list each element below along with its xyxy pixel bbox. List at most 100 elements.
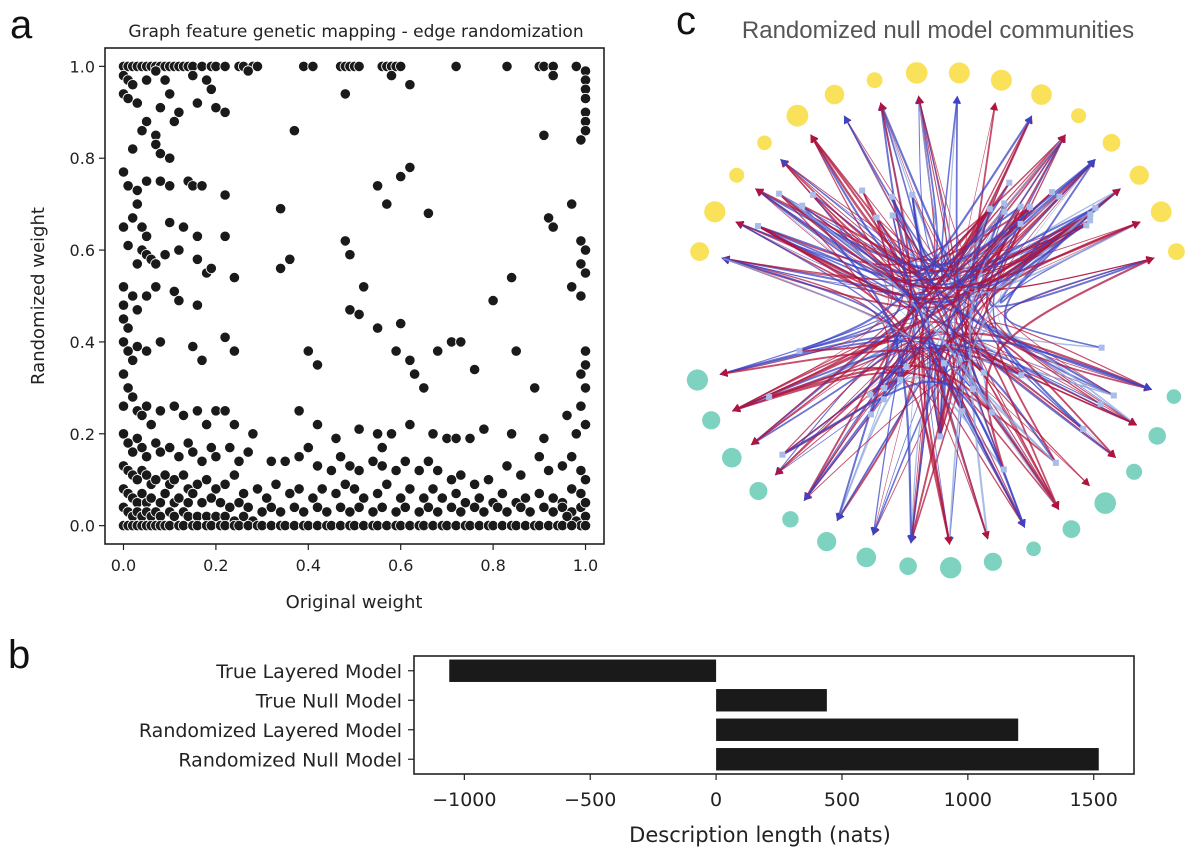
- scatter-point: [579, 345, 592, 357]
- scatter-point: [168, 400, 180, 412]
- scatter-point: [547, 221, 559, 233]
- network-edge: [843, 115, 1091, 289]
- y-tick-label: 0.8: [70, 149, 95, 168]
- scatter-point: [141, 290, 153, 302]
- hub-node: [1110, 392, 1117, 399]
- network-edge: [952, 330, 1117, 458]
- scatter-point: [311, 460, 324, 472]
- scatter-point: [501, 60, 513, 73]
- scatter-point: [418, 492, 430, 504]
- scatter-point: [141, 115, 153, 128]
- scatter-point: [251, 60, 264, 73]
- scatter-point: [196, 180, 208, 192]
- hub-node: [873, 214, 880, 221]
- scatter-point: [238, 510, 250, 523]
- scatter-point: [561, 510, 573, 523]
- network-edge: [799, 102, 912, 352]
- scatter-point: [579, 497, 592, 509]
- scatter-point: [154, 102, 166, 114]
- scatter-point: [321, 506, 333, 518]
- scatter-point: [404, 519, 416, 532]
- scatter-point: [210, 451, 222, 463]
- hub-node: [1087, 211, 1094, 218]
- scatter-point: [455, 336, 467, 348]
- network-edge: [768, 364, 1060, 510]
- x-tick-label: 0.0: [111, 556, 136, 575]
- scatter-point: [579, 359, 592, 371]
- scatter-point: [399, 455, 411, 467]
- scatter-point: [422, 501, 434, 513]
- scatter-point: [191, 253, 203, 265]
- scatter-point: [501, 460, 513, 472]
- hub-node: [1056, 193, 1063, 200]
- scatter-point: [265, 455, 277, 467]
- scatter-point: [381, 478, 393, 490]
- scatter-point: [228, 469, 240, 481]
- scatter-point: [353, 423, 365, 435]
- scatter-point: [196, 354, 208, 366]
- panel-c: c Randomized null model communities: [676, 0, 1185, 579]
- panel-a-x-ticks: 0.0 0.2 0.4 0.6 0.8 1.0: [111, 544, 598, 575]
- scatter-point: [177, 469, 190, 481]
- scatter-point: [579, 244, 592, 256]
- scatter-point: [542, 212, 555, 224]
- hub-node: [1000, 466, 1007, 473]
- scatter-point: [270, 478, 282, 490]
- scatter-point: [177, 221, 190, 233]
- network-edge: [782, 379, 990, 540]
- scatter-point: [131, 97, 143, 109]
- hub-node: [1006, 179, 1013, 186]
- x-tick-label: 1.0: [573, 556, 598, 575]
- scatter-point: [579, 474, 592, 486]
- network-edge: [971, 158, 1096, 470]
- scatter-point: [242, 65, 254, 77]
- network-edge: [936, 332, 1153, 437]
- scatter-point: [302, 441, 314, 454]
- community-node-top: [757, 135, 772, 151]
- scatter-point: [117, 368, 130, 380]
- scatter-point: [159, 249, 171, 261]
- scatter-point: [177, 409, 190, 421]
- scatter-point: [501, 506, 513, 518]
- scatter-point: [279, 455, 291, 467]
- hub-node: [909, 191, 916, 198]
- scatter-point: [330, 432, 342, 444]
- scatter-point: [293, 405, 305, 417]
- scatter-point: [187, 446, 199, 458]
- scatter-point: [478, 423, 490, 435]
- scatter-point: [468, 478, 481, 490]
- scatter-point: [154, 497, 166, 509]
- scatter-point: [201, 74, 213, 86]
- scatter-point: [556, 460, 569, 472]
- x-tick-label: 0.4: [296, 556, 321, 575]
- hub-node: [796, 347, 803, 354]
- panel-c-letter: c: [676, 0, 696, 43]
- community-node-top: [905, 62, 928, 84]
- y-tick-label: 0.6: [70, 241, 95, 260]
- scatter-point: [150, 281, 162, 293]
- scatter-point: [468, 501, 481, 513]
- scatter-point: [242, 501, 254, 513]
- network-edge: [879, 102, 942, 277]
- scatter-point: [492, 501, 504, 513]
- scatter-point: [117, 221, 130, 233]
- network-edge: [911, 159, 1096, 266]
- panel-b-category-labels: True Layered Model True Null Model Randomi…: [139, 661, 414, 771]
- panel-a-y-ticks: 0.0 0.2 0.4 0.6 0.8 1.0: [70, 57, 105, 536]
- scatter-point: [344, 506, 356, 518]
- scatter-point: [395, 60, 407, 73]
- scatter-point: [127, 290, 139, 302]
- scatter-point: [145, 492, 157, 504]
- scatter-point: [168, 285, 180, 297]
- scatter-point: [311, 501, 324, 513]
- hub-node: [1052, 459, 1059, 466]
- hub-node: [986, 205, 993, 212]
- scatter-point: [251, 483, 264, 495]
- scatter-point: [154, 148, 166, 160]
- x-tick-label: −1000: [432, 789, 496, 811]
- community-node-bottom: [983, 552, 1003, 571]
- scatter-point: [404, 418, 416, 431]
- scatter-point: [533, 519, 545, 532]
- scatter-point: [136, 409, 148, 421]
- scatter-point: [390, 345, 402, 357]
